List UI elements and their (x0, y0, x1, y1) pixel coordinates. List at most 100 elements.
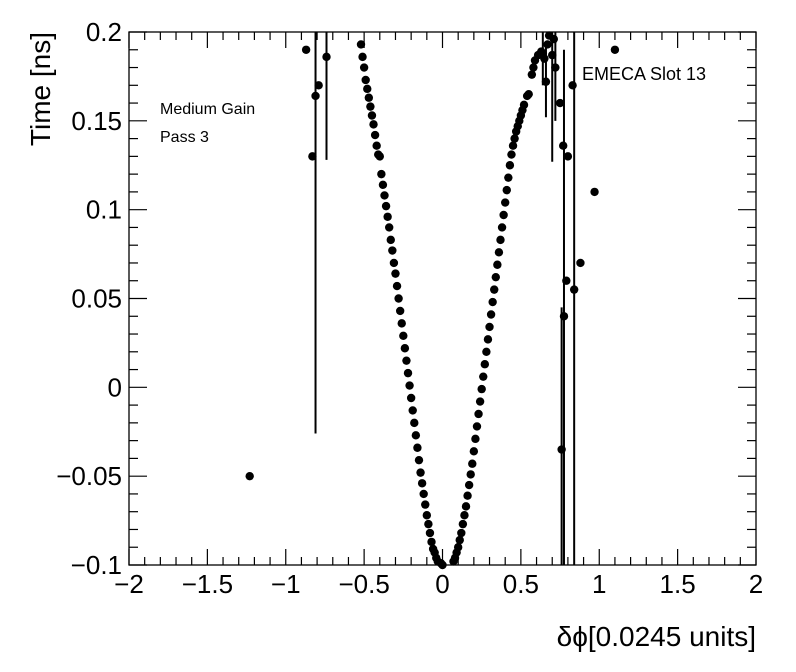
data-point (457, 528, 466, 538)
x-tick-label: −0.5 (338, 569, 389, 599)
data-point (543, 40, 552, 49)
data-point (383, 212, 392, 221)
data-point (308, 152, 317, 161)
data-point (311, 91, 320, 101)
data-point (394, 294, 403, 303)
data-point (408, 406, 417, 415)
data-point (485, 322, 494, 332)
data-point (301, 45, 311, 54)
data-point (590, 187, 599, 197)
data-point (410, 418, 419, 428)
data-point (483, 335, 493, 344)
data-point (479, 372, 488, 381)
data-point (529, 63, 538, 72)
data-point (364, 93, 374, 102)
x-tick-label: 1 (592, 569, 606, 599)
x-tick-label: 0.5 (503, 569, 539, 599)
annotation-gain: Medium Gain (160, 101, 255, 118)
data-point (363, 84, 372, 94)
data-point (466, 470, 475, 479)
data-point (358, 52, 367, 62)
data-point (356, 40, 366, 49)
plot-frame (128, 31, 757, 566)
data-point (524, 89, 533, 99)
data-point (366, 102, 375, 111)
data-point (507, 150, 516, 159)
data-point (555, 98, 565, 108)
x-tick-label: −1 (271, 569, 301, 599)
data-point (427, 537, 436, 547)
data-point (414, 455, 424, 465)
data-point (501, 198, 510, 207)
data-point (399, 331, 408, 341)
data-point (416, 468, 425, 477)
data-point (548, 50, 557, 60)
data-point (322, 52, 331, 62)
data-point (455, 535, 464, 545)
data-point (413, 443, 422, 452)
data-point (569, 285, 579, 294)
data-point (527, 70, 537, 79)
tick-labels: −2 −1.5 −1 −0.5 0 0.5 1 1.5 2 −0.1 −0.05 0 0.05 0.1 0.… (56, 17, 763, 599)
data-point (496, 235, 505, 245)
data-point (389, 258, 399, 268)
data-point (392, 281, 402, 291)
annotation-slot: EMECA Slot 13 (582, 64, 706, 84)
x-tick-label: 2 (749, 569, 763, 599)
data-point (474, 409, 483, 419)
data-point (402, 356, 411, 365)
data-point (551, 63, 560, 72)
data-point (497, 223, 507, 232)
data-point (576, 258, 585, 268)
data-point (425, 528, 435, 538)
data-point (541, 77, 551, 86)
data-point (562, 276, 571, 285)
data-points (245, 31, 620, 570)
data-point (502, 185, 511, 195)
data-point (475, 397, 485, 406)
y-tick-label: 0.2 (86, 17, 122, 47)
data-point (508, 141, 518, 150)
data-point (494, 248, 504, 257)
data-point (549, 34, 558, 44)
data-point (395, 306, 405, 316)
data-point (314, 81, 323, 90)
data-point (464, 480, 474, 490)
data-point (372, 141, 381, 150)
data-point (519, 100, 529, 110)
data-point (245, 471, 254, 481)
x-tick-label: 1.5 (660, 569, 696, 599)
data-point (460, 511, 469, 520)
data-point (469, 447, 479, 456)
y-tick-label: −0.05 (56, 461, 122, 491)
data-point (568, 81, 577, 90)
x-tick-label: −2 (114, 569, 144, 599)
data-point (480, 360, 490, 369)
data-point (461, 502, 471, 511)
data-point (422, 511, 432, 520)
data-point (405, 381, 414, 390)
data-point (375, 152, 384, 161)
data-point (505, 161, 515, 170)
data-point (458, 519, 468, 529)
data-point (488, 297, 497, 307)
data-point (491, 272, 500, 282)
data-point (472, 422, 482, 431)
data-point (367, 111, 377, 120)
data-point (424, 519, 433, 529)
data-point (563, 152, 573, 161)
data-point (385, 223, 394, 232)
data-point (499, 210, 508, 220)
data-point (369, 120, 378, 129)
data-point (397, 319, 406, 328)
data-point (388, 246, 397, 255)
y-tick-label: 0.1 (86, 195, 122, 225)
data-point (453, 543, 463, 552)
y-tick-label: 0 (108, 372, 122, 402)
annotation-pass: Pass 3 (160, 129, 209, 146)
data-point (381, 201, 391, 211)
data-point (557, 445, 566, 454)
data-point (403, 368, 413, 378)
x-axis-title: δϕ[0.0245 units] (557, 621, 756, 652)
